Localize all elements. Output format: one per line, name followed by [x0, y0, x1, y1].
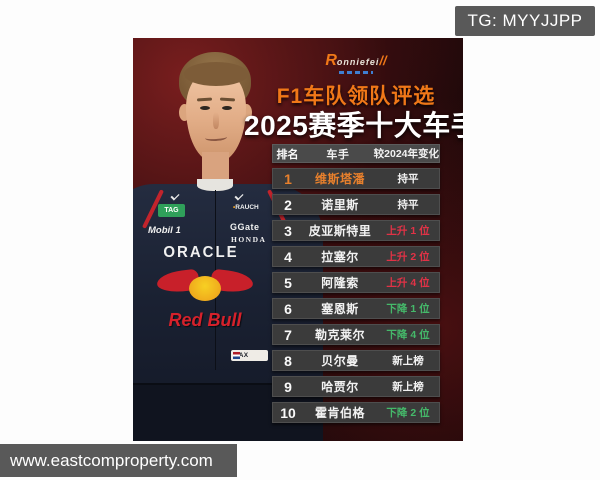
driver-name: 拉塞尔	[321, 250, 359, 264]
driver-name: 勒克莱尔	[314, 328, 365, 342]
rank-number: 3	[284, 222, 292, 239]
change-label: 持平	[397, 199, 419, 211]
ranking-row: 10 霍肯伯格 下降 2 位	[272, 402, 440, 423]
red-bull-wordmark: Red Bull	[168, 310, 242, 330]
website-watermark: www.eastcomproperty.com	[0, 444, 237, 477]
change-label: 上升 2 位	[386, 251, 430, 263]
sponsor-mobil: Mobil 1	[148, 225, 181, 236]
rank-number: 9	[284, 378, 292, 395]
ranking-row: 1 维斯塔潘 持平	[272, 168, 440, 189]
sponsor-rauch: •RAUCH	[233, 204, 259, 211]
name-tag-label: MAX	[233, 352, 249, 359]
driver-name-tag: MAX	[231, 350, 268, 361]
rank-number: 2	[284, 196, 292, 213]
poster-subtitle: F1车队领队评选	[276, 85, 436, 108]
driver-name: 塞恩斯	[321, 302, 359, 316]
brand-logo-underline	[339, 71, 373, 74]
driver-name: 维斯塔潘	[314, 172, 365, 186]
ranking-row: 7 勒克莱尔 下降 4 位	[272, 324, 440, 345]
driver-name: 霍肯伯格	[314, 406, 365, 420]
change-label: 下降 1 位	[386, 303, 430, 315]
change-label: 持平	[397, 173, 419, 185]
poster-title: 2025赛季十大车手	[244, 110, 463, 141]
driver-name: 皮亚斯特里	[308, 224, 372, 238]
change-label: 新上榜	[392, 355, 424, 367]
header-driver: 车手	[326, 148, 350, 161]
brand-logo-initial: R	[325, 52, 337, 69]
change-label: 上升 1 位	[386, 225, 430, 237]
ranking-table-header: 排名 车手 较2024年变化	[272, 144, 440, 163]
driver-hair-fringe	[184, 62, 248, 86]
rank-number: 5	[284, 274, 292, 291]
sponsor-oracle: ORACLE	[163, 243, 239, 262]
driver-ear	[241, 104, 252, 121]
sponsor-tag-heuer: TAG	[158, 204, 185, 217]
brand-logo-text: onniefei	[336, 57, 380, 67]
driver-eye	[200, 106, 210, 110]
ranking-row: 4 拉塞尔 上升 2 位	[272, 246, 440, 267]
header-change: 较2024年变化	[373, 148, 439, 160]
change-label: 上升 4 位	[386, 277, 430, 289]
ranking-rows: 1 维斯塔潘 持平 2 诺里斯 持平 3 皮亚斯特里 上升 1 位 4 拉塞尔 …	[272, 168, 440, 423]
f1-ranking-poster: TAG Mobil 1 •RAUCH GGate HONDA ORACLE Re…	[133, 38, 463, 441]
header-rank: 排名	[276, 148, 299, 161]
driver-neck	[202, 152, 229, 184]
driver-eye	[222, 106, 232, 110]
brand-logo-slashes-icon: //	[379, 53, 387, 68]
rank-number: 7	[284, 326, 292, 343]
sponsor-ggate: GGate	[230, 222, 260, 232]
ranking-row: 5 阿隆索 上升 4 位	[272, 272, 440, 293]
ranking-row: 8 贝尔曼 新上榜	[272, 350, 440, 371]
netherlands-flag-icon	[233, 352, 240, 359]
rauch-dot-icon: •	[233, 204, 236, 211]
driver-nose	[213, 112, 219, 129]
rank-number: 1	[284, 170, 292, 187]
red-bull-emblem-icon	[155, 268, 255, 310]
brand-logo: Ronniefei//	[244, 52, 463, 74]
ranking-row: 3 皮亚斯特里 上升 1 位	[272, 220, 440, 241]
change-label: 下降 2 位	[386, 407, 430, 419]
driver-name: 诺里斯	[321, 198, 359, 212]
driver-name: 哈贾尔	[321, 380, 359, 394]
sponsor-rauch-label: RAUCH	[235, 204, 259, 211]
telegram-contact-badge: TG: MYYJJPP	[455, 6, 595, 36]
rank-number: 10	[280, 404, 296, 421]
poster-content: Ronniefei// F1车队领队评选 2025赛季十大车手 排名 车手 较2…	[244, 38, 463, 441]
rank-number: 4	[284, 248, 292, 265]
ranking-table: 排名 车手 较2024年变化 1 维斯塔潘 持平 2 诺里斯 持平 3 皮亚斯特…	[272, 144, 440, 423]
ranking-row: 6 塞恩斯 下降 1 位	[272, 298, 440, 319]
change-label: 下降 4 位	[386, 329, 430, 341]
sponsor-honda: HONDA	[231, 235, 267, 244]
rank-number: 6	[284, 300, 292, 317]
driver-name: 贝尔曼	[321, 354, 359, 368]
change-label: 新上榜	[392, 381, 424, 393]
driver-name: 阿隆索	[321, 276, 359, 290]
driver-ear	[179, 104, 190, 121]
ranking-row: 9 哈贾尔 新上榜	[272, 376, 440, 397]
shirt-collar	[197, 179, 233, 191]
ranking-row: 2 诺里斯 持平	[272, 194, 440, 215]
red-bull-sun-icon	[189, 276, 221, 301]
rank-number: 8	[284, 352, 292, 369]
